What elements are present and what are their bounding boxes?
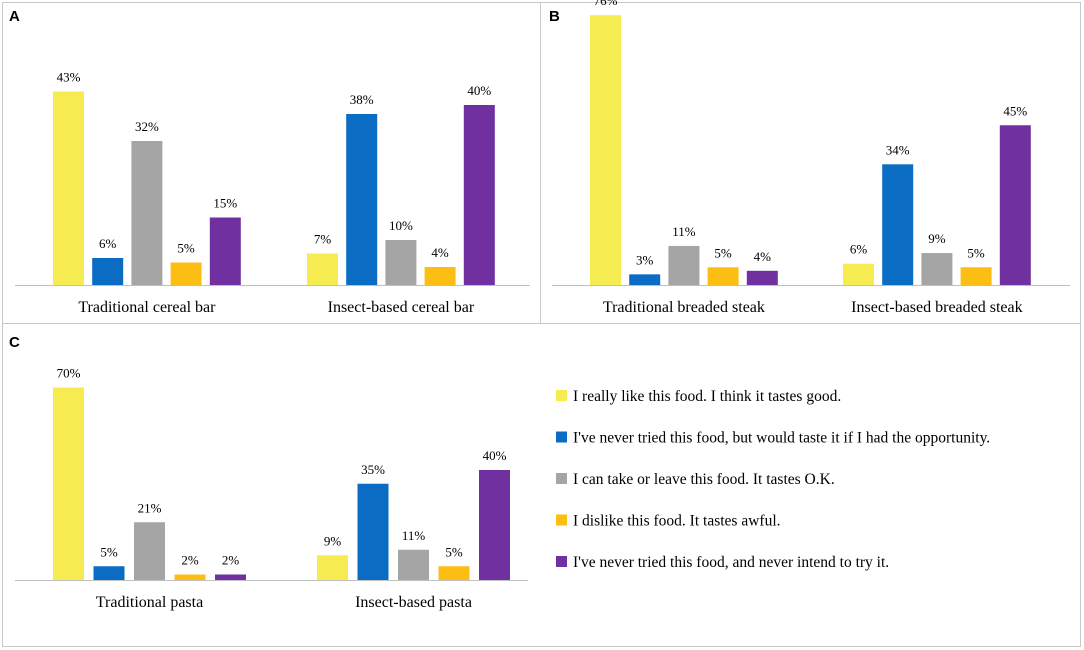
legend-swatch-1: [556, 390, 567, 401]
legend-label-1: I really like this food. I think it tast…: [573, 388, 841, 405]
bar-b-cat1-series2: [629, 274, 661, 285]
bar-c-cat2-series2: [357, 483, 389, 580]
category-label-b-2: Insect-based breaded steak: [851, 299, 1022, 316]
data-label-a-cat2-series1: 7%: [314, 232, 332, 247]
bar-a-cat2-series3: [385, 240, 417, 285]
bar-b-cat1-series4: [707, 267, 739, 285]
bar-b-cat2-series1: [843, 263, 874, 285]
panel-c-frame: [2, 323, 1081, 647]
data-label-c-cat2-series5: 40%: [483, 448, 507, 463]
bar-b-cat2-series4: [960, 267, 992, 285]
data-label-c-cat1-series5: 2%: [222, 553, 240, 568]
data-label-c-cat1-series4: 2%: [181, 553, 199, 568]
bar-a-cat1-series1: [53, 91, 84, 285]
bar-a-cat2-series4: [424, 267, 456, 285]
bar-c-cat2-series3: [398, 549, 429, 580]
data-label-a-cat1-series4: 5%: [177, 241, 195, 256]
legend-label-5: I've never tried this food, and never in…: [573, 554, 889, 571]
data-label-b-cat2-series1: 6%: [850, 242, 868, 257]
legend-label-2: I've never tried this food, but would ta…: [573, 430, 990, 447]
category-label-c-2: Insect-based pasta: [355, 594, 472, 611]
bar-c-cat1-series5: [215, 574, 246, 580]
bar-a-cat1-series5: [209, 217, 241, 285]
bar-c-cat1-series1: [53, 387, 84, 580]
data-label-a-cat1-series1: 43%: [57, 70, 81, 85]
bar-c-cat2-series4: [438, 566, 470, 580]
bar-a-cat2-series5: [463, 105, 495, 285]
legend: I really like this food. I think it tast…: [556, 388, 990, 571]
data-label-b-cat2-series5: 45%: [1003, 103, 1027, 118]
legend-swatch-4: [556, 514, 567, 526]
category-label-c-1: Traditional pasta: [96, 594, 203, 611]
bar-b-cat2-series5: [999, 125, 1031, 285]
data-label-a-cat1-series2: 6%: [99, 236, 117, 251]
bar-a-cat2-series2: [346, 114, 378, 285]
bar-c-cat1-series4: [174, 574, 206, 580]
bar-a-cat1-series2: [92, 258, 124, 285]
panel-b-frame: [540, 2, 1081, 324]
data-label-a-cat1-series3: 32%: [135, 119, 159, 134]
data-label-a-cat1-series5: 15%: [213, 196, 237, 211]
legend-swatch-3: [556, 473, 567, 484]
data-label-b-cat1-series3: 11%: [672, 224, 696, 239]
legend-swatch-5: [556, 556, 567, 567]
panel-c-label: C: [9, 334, 20, 351]
category-label-a-2: Insect-based cereal bar: [328, 299, 475, 316]
data-label-a-cat2-series5: 40%: [467, 83, 491, 98]
chart-a: 43% 6% 32% 5% 15% Traditional cereal bar 7% 38%…: [15, 70, 530, 316]
bar-c-cat2-series1: [317, 555, 348, 580]
data-label-b-cat1-series5: 4%: [754, 249, 772, 264]
data-label-a-cat2-series4: 4%: [431, 245, 449, 260]
data-label-c-cat2-series2: 35%: [361, 462, 385, 477]
data-label-b-cat1-series2: 3%: [636, 252, 654, 267]
chart-c: 70% 5% 21% 2% 2% Traditional pasta 9% 35% 11% 5% 4…: [15, 366, 528, 611]
data-label-b-cat1-series1: 76%: [594, 0, 618, 8]
panel-a-label: A: [9, 8, 20, 25]
data-label-b-cat2-series3: 9%: [928, 231, 946, 246]
data-label-c-cat1-series3: 21%: [138, 500, 162, 515]
bar-b-cat1-series3: [668, 245, 700, 285]
legend-label-3: I can take or leave this food. It tastes…: [573, 471, 835, 488]
bar-c-cat1-series3: [134, 522, 165, 580]
data-label-b-cat2-series2: 34%: [886, 142, 910, 157]
data-label-a-cat2-series2: 38%: [350, 92, 374, 107]
bar-c-cat1-series2: [93, 566, 125, 580]
bar-b-cat2-series3: [921, 253, 953, 285]
data-label-c-cat1-series1: 70%: [57, 366, 81, 381]
bar-c-cat2-series5: [479, 470, 510, 580]
data-label-c-cat2-series1: 9%: [324, 533, 342, 548]
bar-a-cat1-series4: [170, 262, 202, 285]
bar-b-cat1-series1: [590, 15, 621, 285]
data-label-c-cat2-series4: 5%: [445, 544, 463, 559]
data-label-c-cat1-series2: 5%: [100, 544, 118, 559]
data-label-b-cat2-series4: 5%: [967, 245, 985, 260]
bar-b-cat1-series5: [746, 270, 778, 285]
data-label-c-cat2-series3: 11%: [402, 528, 426, 543]
category-label-b-1: Traditional breaded steak: [603, 299, 765, 316]
bar-a-cat1-series3: [131, 141, 163, 285]
bar-a-cat2-series1: [307, 253, 338, 285]
legend-swatch-2: [556, 431, 567, 443]
legend-label-4: I dislike this food. It tastes awful.: [573, 513, 781, 530]
data-label-b-cat1-series4: 5%: [714, 245, 732, 260]
chart-b: 76% 3% 11% 5% 4% Traditional breaded steak 6% 3…: [552, 0, 1070, 316]
bar-b-cat2-series2: [882, 164, 914, 285]
panel-b-label: B: [549, 8, 560, 25]
data-label-a-cat2-series3: 10%: [389, 218, 413, 233]
category-label-a-1: Traditional cereal bar: [78, 299, 216, 316]
